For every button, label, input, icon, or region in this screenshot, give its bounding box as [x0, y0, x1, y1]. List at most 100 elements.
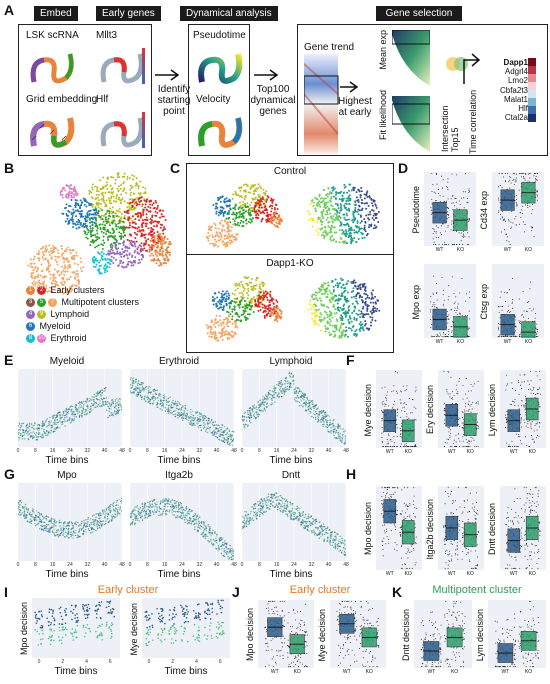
umap-point	[244, 189, 247, 192]
cell-point	[65, 413, 68, 415]
umap-point	[34, 284, 37, 287]
umap-point	[356, 199, 359, 202]
umap-point	[80, 210, 83, 213]
cell-point	[66, 416, 68, 418]
umap-point	[274, 315, 277, 318]
umap-point	[329, 236, 332, 239]
umap-point	[32, 272, 35, 275]
umap-point	[211, 234, 214, 237]
cell-point	[56, 414, 58, 416]
umap-point	[159, 216, 162, 219]
jitter-point	[436, 307, 438, 309]
umap-point	[219, 332, 222, 335]
umap-point	[111, 192, 114, 195]
jitter-point	[446, 218, 448, 220]
jitter-point	[438, 244, 440, 246]
umap-point	[91, 220, 94, 223]
x-tick: 8	[33, 448, 37, 454]
jitter-point	[467, 232, 469, 234]
umap-point	[310, 217, 313, 220]
umap-point	[160, 253, 163, 256]
umap-point	[358, 322, 361, 325]
umap-point	[345, 314, 348, 317]
cell-point	[70, 410, 72, 412]
umap-point	[88, 218, 91, 221]
umap-point	[224, 300, 227, 303]
umap-point	[151, 216, 154, 219]
umap-point	[148, 200, 151, 203]
umap-point	[252, 310, 255, 313]
umap-point	[231, 241, 234, 244]
umap-point	[98, 237, 101, 240]
umap-point	[133, 231, 136, 234]
umap-point	[167, 246, 170, 249]
umap-point	[101, 223, 104, 226]
umap-point	[267, 305, 270, 308]
umap-point	[346, 291, 349, 294]
umap-point	[135, 177, 138, 180]
umap-point	[250, 305, 253, 308]
umap-point	[372, 307, 375, 310]
umap-point	[239, 189, 242, 192]
umap-point	[56, 263, 59, 266]
umap-point	[97, 190, 100, 193]
umap-point	[217, 196, 220, 199]
cell-point	[42, 421, 44, 424]
jitter-point	[515, 180, 517, 182]
cell-point	[104, 400, 107, 403]
umap-point	[89, 229, 92, 232]
umap-point	[210, 330, 213, 333]
umap-point	[236, 313, 239, 316]
umap-point	[150, 243, 153, 246]
umap-point	[353, 316, 356, 319]
jitter-point	[498, 336, 500, 338]
umap-point	[153, 235, 156, 238]
umap-point	[339, 209, 342, 212]
umap-point	[151, 214, 154, 217]
umap-point	[208, 227, 211, 230]
umap-point	[133, 251, 136, 254]
umap-point	[147, 210, 150, 213]
umap-point	[361, 327, 364, 330]
umap-point	[227, 333, 230, 336]
umap-point	[119, 261, 122, 264]
cell-point	[111, 402, 114, 404]
umap-point	[50, 256, 53, 259]
gene-list: Dapp1 Adgrl4 Lmo2 Cbfa2t3 Malat1 Hlf Ctal2a	[480, 58, 528, 122]
jitter-point	[536, 332, 538, 334]
jitter-point	[455, 296, 457, 298]
umap-point	[260, 296, 263, 299]
cell-point	[98, 390, 100, 393]
umap-point	[135, 204, 138, 207]
umap-point	[343, 204, 346, 207]
jitter-point	[468, 221, 470, 223]
umap-point	[117, 185, 120, 188]
jitter-point	[462, 233, 464, 235]
jitter-point	[523, 310, 525, 312]
cell-point	[58, 414, 60, 416]
umap-point	[95, 219, 98, 222]
cell-point	[91, 395, 93, 398]
umap-point	[336, 282, 339, 285]
umap-point	[219, 196, 222, 199]
cell-point	[93, 400, 95, 403]
umap-point	[355, 295, 358, 298]
umap-point	[77, 263, 80, 266]
umap-point	[326, 316, 329, 319]
umap-point	[231, 235, 234, 238]
umap-point	[98, 179, 101, 182]
umap-point	[60, 272, 63, 275]
jitter-point	[434, 306, 436, 308]
umap-point	[64, 270, 67, 273]
umap-point	[142, 244, 145, 247]
umap-point	[106, 187, 109, 190]
umap-point	[320, 313, 323, 316]
umap-point	[357, 287, 360, 290]
umap-point	[317, 201, 320, 204]
cell-point	[48, 423, 50, 425]
umap-point	[61, 283, 64, 286]
umap-point	[103, 201, 106, 204]
umap-point	[210, 321, 213, 324]
umap-point	[49, 264, 52, 267]
cell-point	[77, 410, 79, 412]
